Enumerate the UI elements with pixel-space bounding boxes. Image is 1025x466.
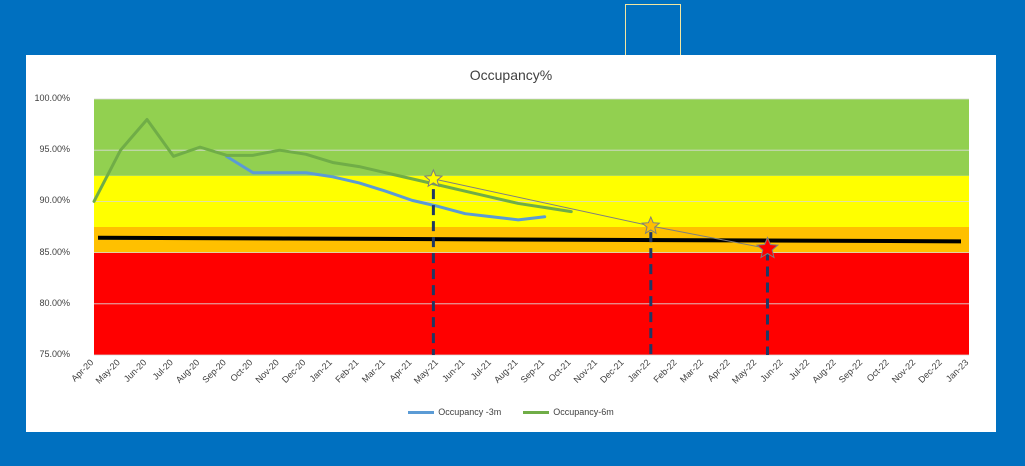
x-tick-label: Apr-22: [706, 357, 732, 383]
x-tick-label: Jan-21: [308, 357, 335, 384]
x-tick-label: Apr-21: [387, 357, 413, 383]
legend-item-6m: Occupancy-6m: [523, 407, 614, 417]
y-tick-label: 100.00%: [34, 93, 70, 103]
x-tick-label: May-20: [94, 357, 122, 385]
legend-label-6m: Occupancy-6m: [553, 407, 614, 417]
x-tick-label: Dec-20: [280, 357, 308, 385]
x-tick-label: Oct-21: [547, 357, 573, 383]
star-marker-0: [423, 168, 444, 188]
x-tick-label: Sep-22: [837, 357, 865, 385]
y-tick-label: 80.00%: [39, 297, 70, 308]
threshold-line: [97, 235, 962, 244]
y-tick-label: 75.00%: [39, 349, 70, 359]
x-tick-label: Jan-22: [626, 357, 653, 384]
y-tick-label: 95.00%: [39, 144, 70, 155]
x-tick-label: Jun-20: [122, 357, 149, 384]
star-marker-1: [641, 215, 661, 235]
x-tick-label: Jul-22: [787, 357, 811, 381]
x-tick-label: Nov-21: [572, 357, 600, 385]
x-tick-label: Nov-20: [253, 357, 281, 385]
x-tick-label: Sep-20: [200, 357, 228, 385]
x-tick-label: Oct-22: [865, 357, 891, 383]
top-outline-box: [625, 4, 681, 55]
x-tick-label: Sep-21: [519, 357, 547, 385]
x-tick-label: Aug-21: [492, 357, 520, 385]
x-tick-label: Aug-20: [174, 357, 202, 385]
x-tick-label: Jun-22: [758, 357, 785, 384]
legend-swatch-3m: [408, 410, 435, 414]
x-tick-label: Apr-20: [69, 357, 95, 383]
x-tick-label: Jun-21: [440, 357, 467, 384]
legend-item-3m: Occupancy -3m: [408, 407, 501, 417]
legend-swatch-6m: [523, 410, 550, 414]
x-tick-label: Jul-20: [151, 357, 175, 381]
x-tick-label: Jul-21: [469, 357, 493, 381]
x-tick-label: Nov-22: [890, 357, 918, 385]
x-tick-label: Mar-21: [360, 357, 387, 384]
series-line-1: [92, 117, 573, 214]
chart-title: Occupancy%: [469, 67, 553, 83]
x-tick-label: May-22: [730, 357, 758, 385]
y-tick-label: 90.00%: [39, 195, 70, 206]
y-tick-label: 85.00%: [39, 246, 70, 257]
x-tick-label: Dec-21: [598, 357, 626, 385]
star-marker-2: [755, 236, 780, 259]
legend: Occupancy -3m Occupancy-6m: [26, 407, 996, 417]
x-tick-label: Dec-22: [916, 357, 944, 385]
x-tick-label: May-21: [412, 357, 440, 385]
band-3: [94, 99, 969, 176]
chart-panel: Apr-20 May-20 Jun-20 Jul-20 Aug-20 Sep-20 Oct-…: [26, 55, 996, 432]
x-tick-label: Mar-22: [678, 357, 705, 384]
x-tick-label: Jan-23: [944, 357, 971, 384]
x-tick-label: Oct-20: [228, 357, 254, 383]
legend-label-3m: Occupancy -3m: [438, 407, 502, 417]
x-tick-label: Feb-22: [652, 357, 679, 384]
x-tick-label: Feb-21: [333, 357, 360, 384]
series-line-0: [225, 154, 547, 222]
x-tick-label: Aug-22: [810, 357, 838, 385]
